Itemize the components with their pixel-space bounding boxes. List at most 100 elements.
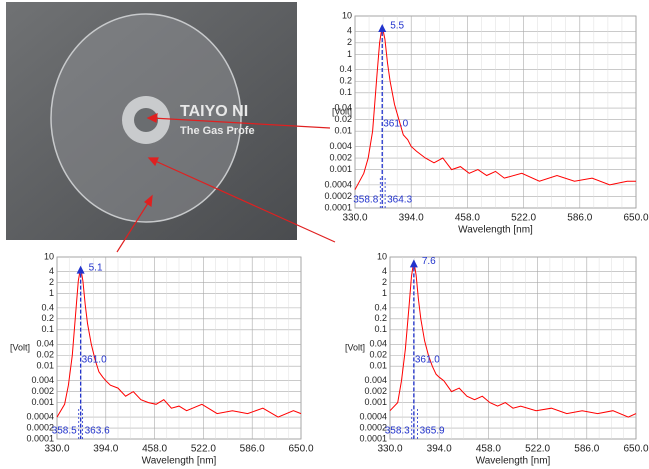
x-tick-label: 522.0	[511, 213, 536, 224]
y-tick-label: 0.002	[329, 152, 352, 162]
y-tick-label: 2	[347, 37, 352, 47]
y-tick-label: 0.004	[329, 141, 352, 151]
x-tick-label: 458.0	[476, 444, 501, 455]
x-tick-label: 394.0	[399, 213, 424, 224]
y-tick-label: 10	[377, 251, 387, 261]
y-tick-label: 0.1	[41, 324, 54, 334]
x-tick-label: 330.0	[377, 444, 402, 455]
y-tick-label: 0.04	[334, 102, 352, 112]
photo-slogan: The Gas Profe	[180, 125, 255, 137]
y-axis-label: [Volt]	[332, 106, 352, 116]
y-tick-label: 0.001	[31, 397, 54, 407]
y-tick-label: 0.02	[334, 114, 352, 124]
x-tick-label: 394.0	[93, 444, 118, 455]
y-tick-label: 0.04	[369, 339, 387, 349]
peak-marker	[76, 265, 85, 274]
y-tick-label: 0.0002	[324, 191, 352, 201]
x-tick-label: 330.0	[342, 213, 367, 224]
peak-value-label: 7.6	[422, 256, 436, 267]
x-tick-label: 586.0	[240, 444, 265, 455]
y-tick-label: 0.004	[31, 375, 54, 385]
x-axis-label: Wavelength [nm]	[458, 225, 533, 236]
y-tick-label: 0.0001	[359, 433, 387, 443]
y-tick-label: 0.1	[339, 87, 352, 97]
y-tick-label: 0.2	[374, 313, 387, 323]
x-tick-label: 394.0	[427, 444, 452, 455]
spectrum-chart: 0.00010.00020.00040.0010.0020.0040.010.0…	[345, 251, 649, 466]
y-tick-label: 0.0004	[359, 411, 387, 421]
y-tick-label: 1	[347, 49, 352, 59]
y-tick-label: 0.01	[334, 126, 352, 136]
y-tick-label: 0.0004	[324, 179, 352, 189]
y-tick-label: 1	[49, 288, 54, 298]
y-tick-label: 10	[342, 10, 352, 20]
arrow	[116, 199, 151, 253]
fwhm-label: 365.9	[420, 426, 445, 437]
y-tick-label: 0.0004	[26, 411, 54, 421]
peak-value-label: 5.5	[390, 21, 404, 32]
y-tick-label: 0.2	[339, 76, 352, 86]
fwhm-label: 358.5	[52, 426, 77, 437]
x-tick-label: 330.0	[44, 444, 69, 455]
peak-value-label: 5.1	[89, 262, 103, 273]
fwhm-label: 358.3	[385, 426, 410, 437]
x-tick-label: 522.0	[191, 444, 216, 455]
spectrum-line	[56, 267, 302, 418]
spectrum-line	[354, 25, 636, 190]
y-tick-label: 0.04	[36, 339, 54, 349]
x-tick-label: 522.0	[525, 444, 550, 455]
y-tick-label: 4	[49, 266, 54, 276]
x-tick-label: 586.0	[567, 213, 592, 224]
y-tick-label: 0.002	[31, 386, 54, 396]
x-tick-label: 650.0	[288, 444, 313, 455]
peak-wavelength-label: 361.0	[82, 355, 107, 366]
y-tick-label: 0.02	[369, 350, 387, 360]
arrow	[151, 117, 331, 129]
y-tick-label: 4	[382, 266, 387, 276]
peak-marker	[409, 259, 418, 268]
y-tick-label: 0.1	[374, 324, 387, 334]
photo-brand: TAIYO NI	[180, 103, 248, 120]
x-tick-label: 650.0	[623, 213, 648, 224]
y-tick-label: 2	[49, 277, 54, 287]
spectrum-line	[389, 261, 637, 418]
y-tick-label: 0.01	[36, 361, 54, 371]
x-axis-label: Wavelength [nm]	[142, 456, 217, 467]
arrow-head	[147, 157, 159, 167]
x-tick-label: 458.0	[455, 213, 480, 224]
y-tick-label: 0.4	[339, 64, 352, 74]
peak-wavelength-label: 361.0	[415, 355, 440, 366]
fwhm-label: 363.6	[85, 426, 110, 437]
x-axis-label: Wavelength [nm]	[476, 456, 551, 467]
y-tick-label: 2	[382, 277, 387, 287]
y-tick-label: 0.002	[364, 386, 387, 396]
arrow-head	[146, 113, 158, 123]
x-tick-label: 650.0	[623, 444, 648, 455]
y-tick-label: 0.4	[374, 302, 387, 312]
y-tick-label: 0.2	[41, 313, 54, 323]
y-tick-label: 4	[347, 26, 352, 36]
y-tick-label: 10	[44, 251, 54, 261]
y-tick-label: 0.001	[364, 397, 387, 407]
y-tick-label: 0.0002	[26, 422, 54, 432]
arrow	[152, 159, 336, 243]
y-tick-label: 0.0002	[359, 422, 387, 432]
x-tick-label: 458.0	[142, 444, 167, 455]
x-tick-label: 586.0	[574, 444, 599, 455]
peak-marker	[378, 23, 387, 32]
y-tick-label: 1	[382, 288, 387, 298]
y-tick-label: 0.001	[329, 164, 352, 174]
y-tick-label: 0.0001	[26, 433, 54, 443]
fwhm-label: 358.8	[353, 195, 378, 206]
y-tick-label: 0.0001	[324, 202, 352, 212]
y-tick-label: 0.4	[41, 302, 54, 312]
y-axis-label: [Volt]	[10, 342, 30, 352]
y-tick-label: 0.004	[364, 375, 387, 385]
y-axis-label: [Volt]	[345, 342, 365, 352]
logo-center	[134, 108, 158, 132]
peak-wavelength-label: 361.0	[383, 119, 408, 130]
y-tick-label: 0.01	[369, 361, 387, 371]
